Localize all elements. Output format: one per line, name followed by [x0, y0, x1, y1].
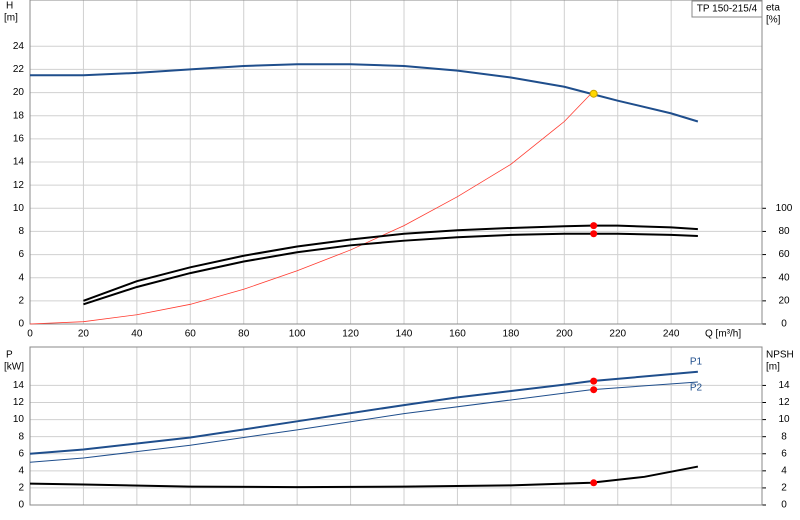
x-tick-label: 60 — [185, 329, 197, 340]
title-box — [691, 0, 763, 18]
y-tick-label: 6 — [18, 249, 24, 260]
y-axis-unit: [m] — [4, 13, 18, 24]
y-tick-label: 14 — [13, 157, 25, 168]
y-tick-label: 0 — [18, 500, 24, 511]
curve — [29, 465, 699, 489]
y2-axis-unit: [m] — [766, 362, 780, 373]
y2-axis-unit: [%] — [766, 15, 781, 26]
y-tick-label: 24 — [13, 41, 25, 52]
operating-point — [590, 230, 598, 238]
curve — [29, 93, 592, 325]
operating-point — [589, 89, 598, 98]
y2-tick-label: 10 — [778, 414, 790, 425]
y2-tick-label: 40 — [778, 272, 790, 283]
curve — [30, 63, 699, 123]
x-tick-label: 20 — [78, 329, 90, 340]
y2-tick-label: 14 — [778, 380, 790, 391]
y-tick-label: 20 — [13, 87, 25, 98]
y2-tick-label: 60 — [778, 249, 790, 260]
y2-tick-label: 0 — [781, 500, 787, 511]
plot-frame — [29, 346, 763, 506]
y-tick-label: 4 — [18, 465, 24, 476]
x-tick-label: 140 — [396, 329, 413, 340]
x-tick-label: 100 — [289, 329, 306, 340]
y2-tick-label: 4 — [781, 465, 787, 476]
operating-point — [590, 222, 598, 230]
y-tick-label: 16 — [13, 133, 25, 144]
y-tick-label: 14 — [13, 380, 25, 391]
y-axis-unit: [kW] — [4, 362, 24, 373]
x-tick-label: 180 — [503, 329, 520, 340]
y2-axis-label: eta — [766, 3, 780, 14]
y-tick-label: 12 — [13, 180, 25, 191]
y-tick-label: 2 — [18, 295, 24, 306]
y-axis-label: H — [6, 1, 13, 12]
curve-label: P1 — [690, 356, 703, 367]
x-tick-label: 0 — [27, 329, 33, 340]
y2-axis-label: NPSH — [766, 350, 794, 361]
y-tick-label: 18 — [13, 110, 25, 121]
curve — [83, 232, 698, 306]
y2-tick-label: 0 — [781, 319, 787, 330]
plot-frame — [29, 0, 763, 325]
y-tick-label: 22 — [13, 64, 25, 75]
y2-tick-label: 80 — [778, 226, 790, 237]
x-tick-label: 200 — [556, 329, 573, 340]
x-tick-label: 160 — [449, 329, 466, 340]
x-tick-label: 80 — [238, 329, 250, 340]
x-axis-label: Q [m³/h] — [705, 329, 741, 340]
y2-tick-label: 2 — [781, 483, 787, 494]
y-tick-label: 10 — [13, 203, 25, 214]
x-tick-label: 40 — [131, 329, 143, 340]
y-tick-label: 8 — [18, 226, 24, 237]
y-axis-label: P — [6, 350, 13, 361]
operating-point — [590, 377, 598, 385]
y-tick-label: 0 — [18, 319, 24, 330]
x-tick-label: 240 — [663, 329, 680, 340]
operating-point — [590, 386, 598, 394]
curve — [83, 224, 698, 302]
x-tick-label: 120 — [342, 329, 359, 340]
chart-title: TP 150-215/4 — [697, 4, 758, 15]
y2-tick-label: 8 — [781, 431, 787, 442]
curve — [29, 370, 698, 455]
operating-point — [590, 479, 598, 487]
y-tick-label: 4 — [18, 272, 24, 283]
curve-label: P2 — [690, 383, 703, 394]
y2-tick-label: 12 — [778, 397, 790, 408]
y-tick-label: 8 — [18, 431, 24, 442]
y-tick-label: 2 — [18, 483, 24, 494]
y-tick-label: 6 — [18, 448, 24, 459]
y2-tick-label: 20 — [778, 295, 790, 306]
x-tick-label: 220 — [609, 329, 626, 340]
y2-tick-label: 6 — [781, 448, 787, 459]
curve — [29, 381, 698, 463]
y-tick-label: 10 — [13, 414, 25, 425]
y-tick-label: 12 — [13, 397, 25, 408]
y2-tick-label: 100 — [776, 203, 793, 214]
